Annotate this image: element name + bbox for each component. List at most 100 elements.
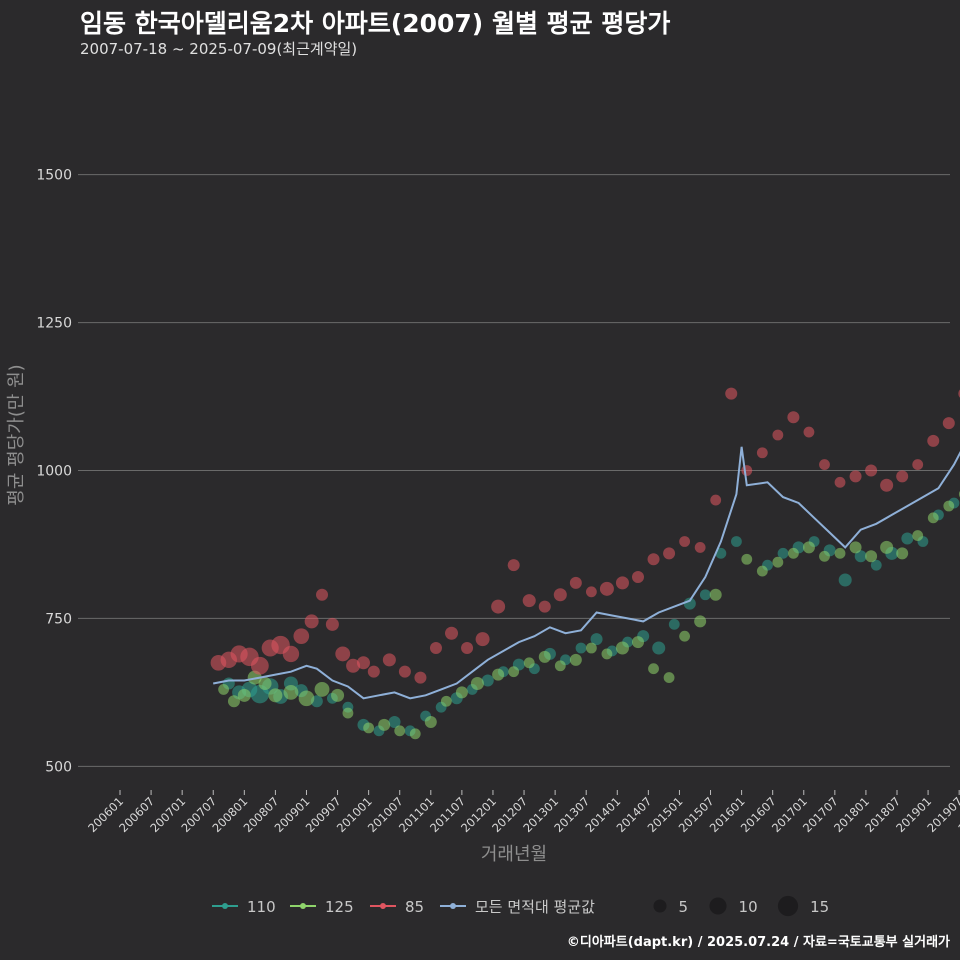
point-125 [218, 684, 230, 695]
point-110 [715, 547, 727, 559]
point-110 [731, 536, 742, 547]
point-125 [342, 707, 354, 719]
point-85 [694, 542, 706, 553]
point-85 [912, 459, 924, 470]
point-85 [398, 665, 411, 678]
point-125 [849, 541, 862, 554]
point-110 [838, 573, 852, 587]
point-110 [901, 532, 914, 545]
point-125 [694, 615, 707, 628]
point-85 [445, 626, 459, 640]
point-125 [538, 650, 551, 663]
legend-label: 85 [405, 898, 424, 916]
point-85 [325, 617, 339, 631]
point-125 [787, 547, 799, 559]
point-85 [553, 588, 567, 602]
legend: 110 125 85 모든 면적대 평균값 5 10 15 [212, 895, 829, 917]
legend-dot-key [222, 903, 228, 909]
y-tick-label: 1250 [36, 316, 72, 332]
point-85 [507, 559, 520, 572]
legend-label: 110 [247, 898, 276, 916]
point-125 [394, 725, 406, 737]
point-125 [896, 547, 909, 560]
point-125 [632, 636, 644, 649]
point-85 [304, 614, 319, 629]
legend-dot-key [380, 903, 386, 909]
point-125 [569, 653, 582, 666]
point-85 [849, 470, 862, 483]
chart-subtitle: 2007-07-18 ~ 2025-07-09(최근계약일) [80, 40, 358, 58]
point-85 [335, 646, 351, 662]
point-125 [508, 666, 520, 678]
point-85 [756, 447, 768, 459]
x-axis-title: 거래년월 [481, 844, 547, 865]
point-125 [363, 722, 375, 734]
point-125 [741, 553, 753, 565]
point-125 [237, 688, 251, 702]
point-110 [683, 597, 696, 610]
point-125 [615, 641, 629, 655]
point-85 [414, 671, 427, 684]
legend-size-label: 15 [810, 898, 829, 916]
y-tick-label: 750 [45, 611, 72, 627]
point-85 [599, 581, 614, 596]
point-85 [787, 411, 800, 424]
point-125 [314, 681, 330, 697]
point-125 [409, 728, 421, 740]
point-85 [772, 429, 784, 441]
y-tick-label: 1000 [36, 464, 72, 480]
point-125 [268, 688, 283, 703]
point-85 [647, 553, 660, 566]
point-85 [632, 571, 644, 583]
grid-lines [78, 174, 950, 767]
legend-size-label: 10 [739, 898, 758, 916]
legend-label: 125 [325, 898, 354, 916]
point-85 [293, 628, 310, 644]
point-125 [455, 686, 468, 699]
point-125 [772, 556, 784, 568]
point-110 [481, 674, 494, 687]
point-85 [663, 547, 676, 560]
point-85 [880, 478, 894, 492]
point-85 [250, 656, 269, 675]
point-110 [777, 547, 789, 559]
point-125 [756, 565, 768, 577]
point-85 [346, 658, 361, 673]
point-125 [834, 547, 846, 559]
point-85 [316, 588, 329, 601]
legend-size-circle [709, 897, 727, 915]
point-85 [927, 434, 940, 447]
point-110 [652, 641, 666, 655]
point-85 [522, 594, 536, 608]
point-125 [492, 668, 505, 681]
point-125 [709, 588, 722, 601]
point-125 [912, 530, 924, 541]
point-85 [819, 459, 830, 470]
average-line-layer [213, 446, 960, 700]
point-125 [554, 660, 566, 672]
average-price-line [213, 446, 960, 700]
point-85 [803, 426, 815, 438]
y-tick-label: 500 [45, 759, 72, 775]
point-110 [590, 633, 603, 646]
point-85 [615, 576, 629, 590]
point-85 [491, 599, 506, 614]
point-125 [283, 684, 299, 700]
point-125 [648, 663, 659, 675]
point-125 [331, 688, 345, 702]
legend-size-circle [777, 895, 799, 917]
point-85 [741, 465, 753, 476]
point-125 [679, 630, 691, 642]
y-tick-label: 1500 [36, 168, 72, 184]
point-85 [367, 665, 380, 678]
point-85 [865, 464, 878, 477]
point-125 [943, 500, 955, 512]
point-85 [461, 642, 474, 654]
point-125 [880, 540, 894, 554]
point-125 [424, 715, 437, 728]
point-85 [710, 494, 722, 506]
point-85 [585, 586, 597, 598]
axes: 5007501000125015002006012006072007012007… [6, 168, 960, 865]
point-125 [802, 541, 815, 554]
legend-dot-key [300, 903, 306, 909]
